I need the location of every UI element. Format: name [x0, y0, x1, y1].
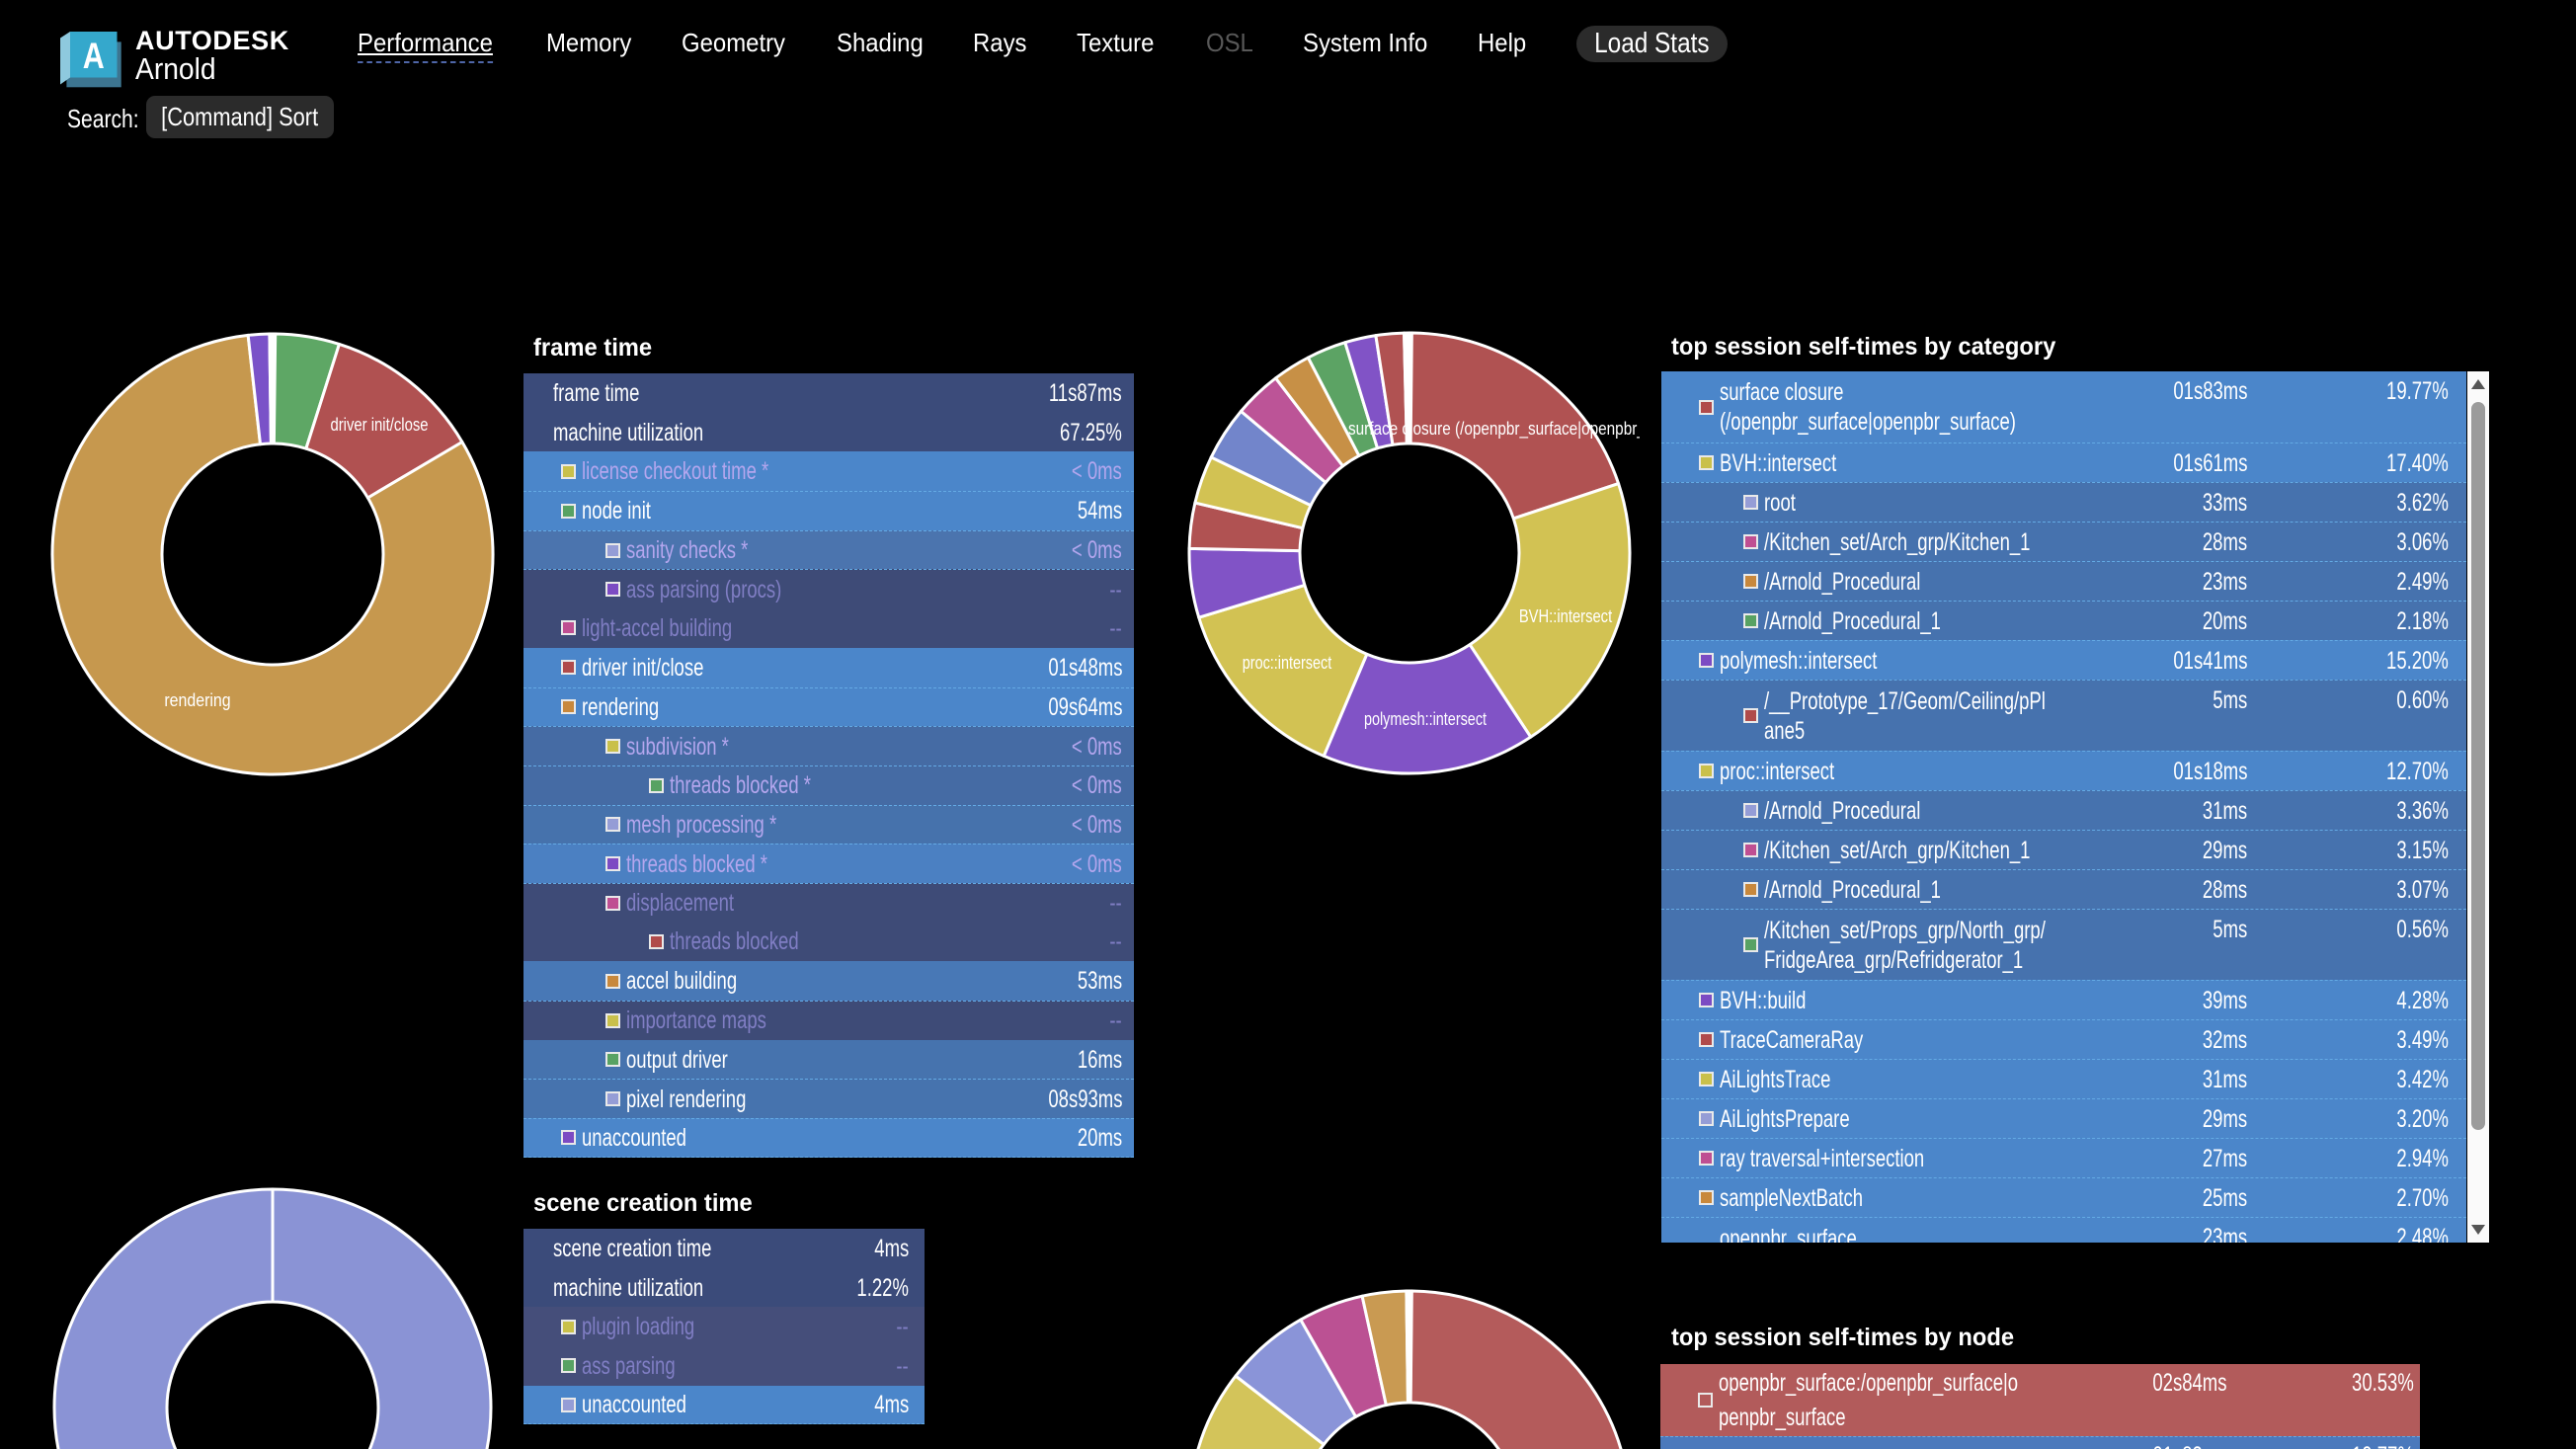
svg-text:A: A [83, 35, 105, 76]
